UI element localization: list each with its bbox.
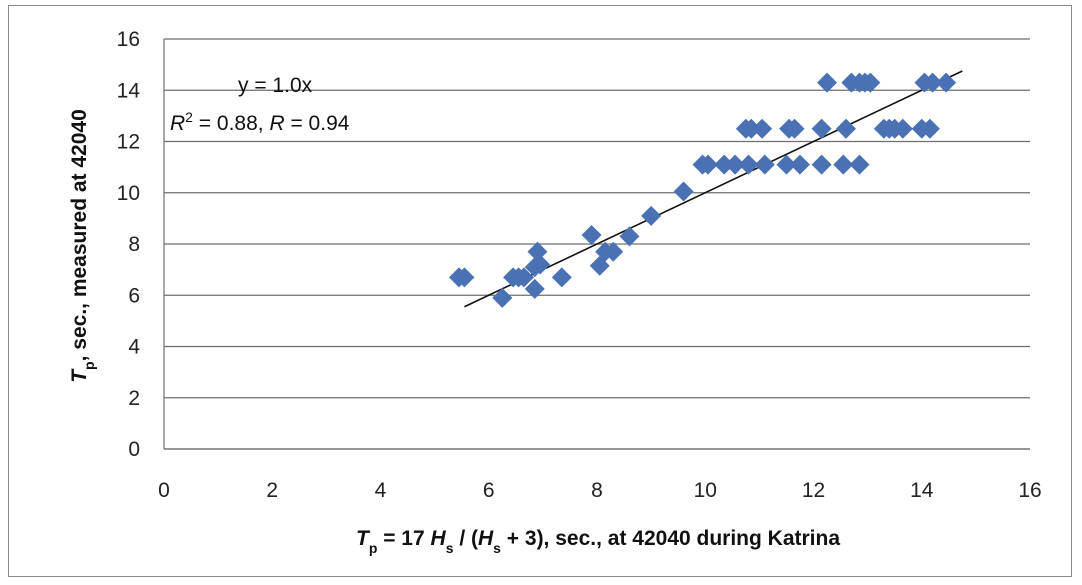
x-axis-title: Tp = 17 Hs / (Hs + 3), sec., at 42040 du… <box>356 527 840 556</box>
x-tick-label: 6 <box>483 479 495 502</box>
data-point <box>833 154 854 175</box>
data-point <box>892 118 913 139</box>
data-point <box>581 225 602 246</box>
data-point <box>754 154 775 175</box>
x-tick-label: 4 <box>375 479 387 502</box>
data-point <box>619 226 640 247</box>
data-point <box>673 181 694 202</box>
y-tick-labels: 0 2 4 6 8 10 12 14 16 <box>117 28 141 461</box>
equation-label: y = 1.0x <box>238 74 313 97</box>
y-tick-label: 12 <box>117 131 140 154</box>
x-tick-labels: 0 2 4 6 8 10 12 14 16 <box>158 479 1042 502</box>
x-tick-label: 14 <box>910 479 934 502</box>
data-point <box>835 118 856 139</box>
y-tick-label: 16 <box>117 28 140 51</box>
data-points <box>448 72 957 308</box>
r-squared-label: R2 = 0.88, R = 0.94 <box>170 109 350 135</box>
axes <box>163 39 1030 450</box>
data-point <box>551 267 572 288</box>
x-tick-label: 12 <box>802 479 825 502</box>
data-point <box>697 154 718 175</box>
data-point <box>919 118 940 139</box>
data-point <box>641 205 662 226</box>
y-tick-label: 0 <box>128 438 140 461</box>
y-tick-label: 2 <box>128 387 140 410</box>
data-point <box>527 241 548 262</box>
trendline-path <box>464 70 963 308</box>
y-tick-label: 6 <box>128 284 140 307</box>
data-point <box>860 72 881 93</box>
x-tick-label: 16 <box>1018 479 1041 502</box>
data-point <box>454 267 475 288</box>
y-axis-title: Tp, sec., measured at 42040 <box>68 109 97 383</box>
data-point <box>714 154 735 175</box>
data-point <box>789 154 810 175</box>
data-point <box>811 118 832 139</box>
data-point <box>603 241 624 262</box>
data-point <box>530 254 551 275</box>
trendline <box>464 70 963 308</box>
data-point <box>811 154 832 175</box>
y-tick-label: 4 <box>128 336 140 359</box>
data-point <box>776 154 797 175</box>
data-point <box>752 118 773 139</box>
data-point <box>784 118 805 139</box>
x-tick-label: 2 <box>266 479 278 502</box>
data-point <box>741 118 762 139</box>
y-tick-label: 14 <box>117 79 141 102</box>
data-point <box>936 72 957 93</box>
data-point <box>524 278 545 299</box>
data-point <box>725 154 746 175</box>
data-point <box>922 72 943 93</box>
x-tick-label: 8 <box>591 479 603 502</box>
x-tick-label: 0 <box>158 479 170 502</box>
data-point <box>492 287 513 308</box>
data-point <box>513 267 534 288</box>
data-point <box>738 154 759 175</box>
y-tick-label: 8 <box>128 233 140 256</box>
y-tick-label: 10 <box>117 182 140 205</box>
data-point <box>849 154 870 175</box>
data-point <box>817 72 838 93</box>
x-tick-label: 10 <box>694 479 717 502</box>
